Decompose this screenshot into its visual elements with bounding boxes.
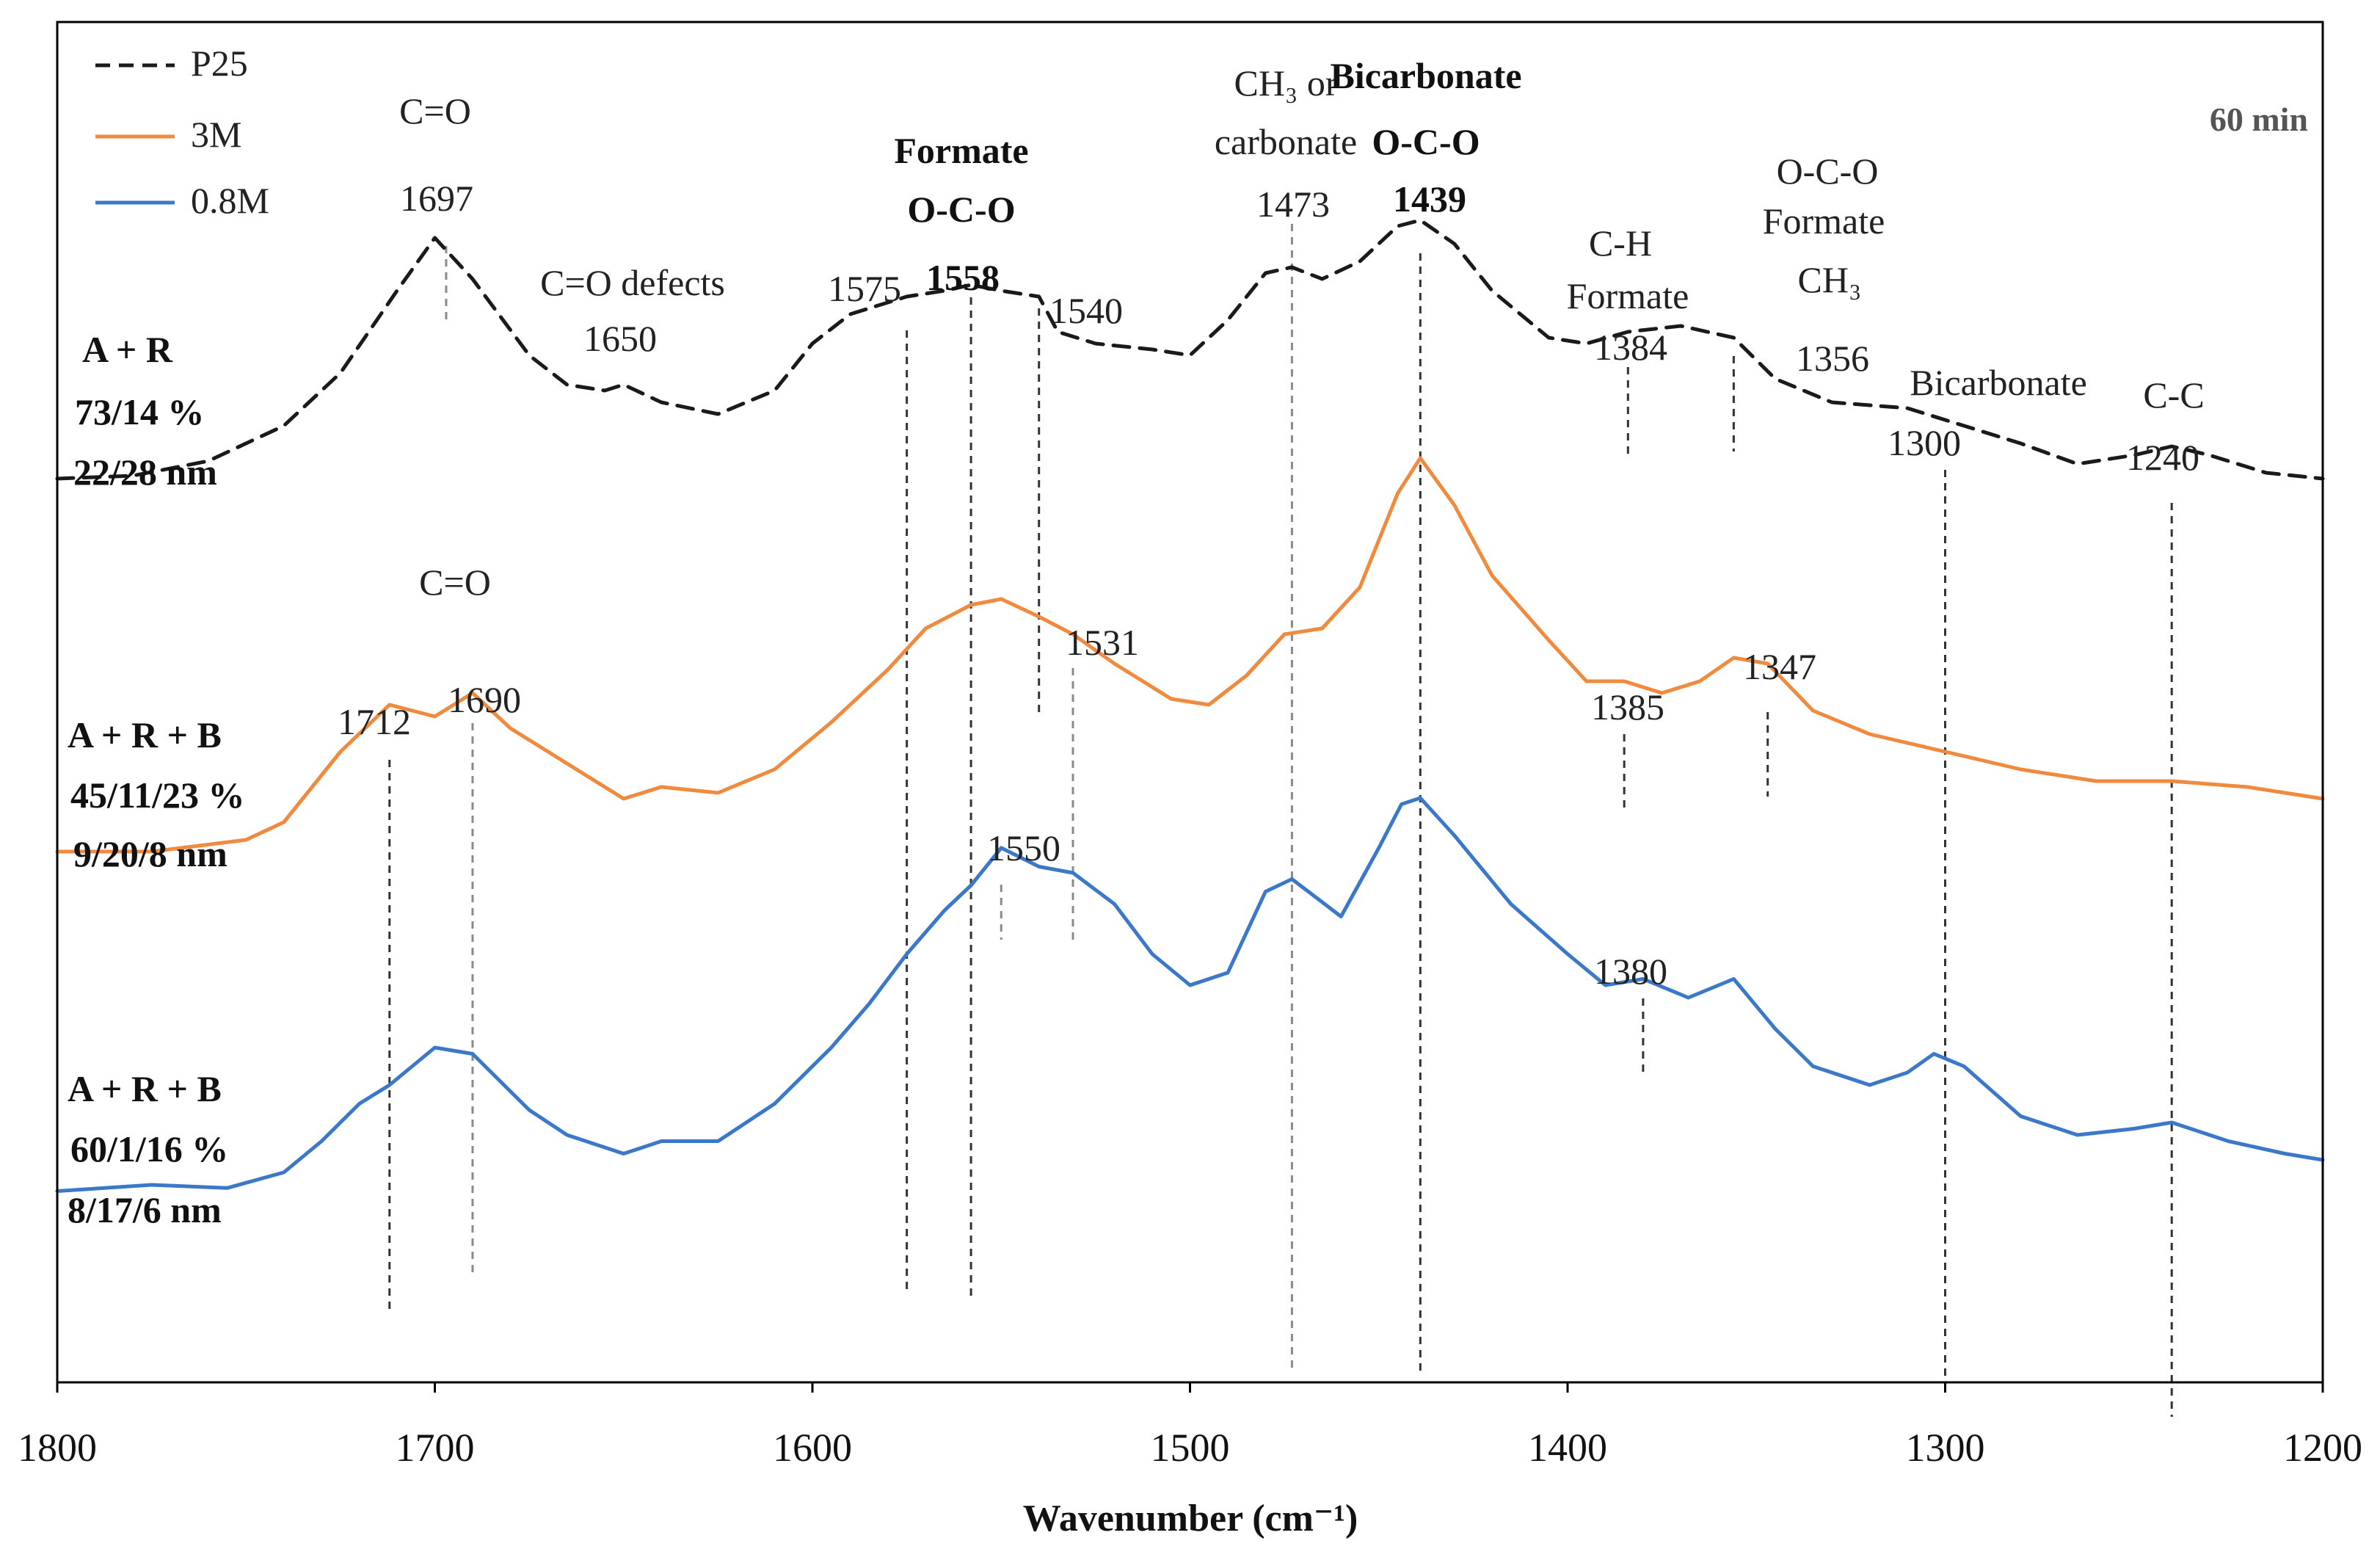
legend-label-p25: P25 bbox=[191, 43, 248, 84]
peak-label-1473: 1473 bbox=[1256, 184, 1330, 225]
annotation-14: Bicarbonate bbox=[1910, 362, 2087, 403]
x-tick-label-1200: 1200 bbox=[2283, 1426, 2362, 1470]
peak-label-1540: 1540 bbox=[1049, 290, 1123, 331]
x-tick-label-1400: 1400 bbox=[1528, 1426, 1607, 1470]
peak-label-1575: 1575 bbox=[828, 268, 901, 309]
sample-label-2-line-1: 60/1/16 % bbox=[70, 1128, 228, 1169]
peak-label-1384: 1384 bbox=[1594, 327, 1667, 368]
series-line-p25 bbox=[55, 218, 2325, 481]
series-line-3m bbox=[55, 456, 2325, 854]
annotation-5: CH₃ or bbox=[1234, 62, 1337, 104]
sample-label-1-line-1: 45/11/23 % bbox=[70, 774, 245, 816]
annotation-3: Formate bbox=[894, 130, 1028, 171]
peak-label-1550: 1550 bbox=[987, 827, 1060, 868]
annotation-13: CH₃ bbox=[1798, 259, 1862, 300]
peak-label-1380: 1380 bbox=[1594, 951, 1667, 992]
peak-label-1697: 1697 bbox=[400, 178, 473, 219]
sample-label-0-line-2: 22/28 nm bbox=[73, 451, 217, 493]
annotation-1: C=O defects bbox=[540, 262, 725, 303]
annotation-15: C-C bbox=[2143, 374, 2204, 416]
annotation-2: 1650 bbox=[583, 318, 657, 359]
peak-label-1347: 1347 bbox=[1743, 646, 1816, 687]
x-tick-label-1300: 1300 bbox=[1906, 1426, 1985, 1470]
annotation-12: Formate bbox=[1763, 200, 1885, 242]
x-tick-label-1600: 1600 bbox=[773, 1426, 852, 1470]
sample-label-2-line-0: A + R + B bbox=[68, 1068, 222, 1109]
peak-label-1690: 1690 bbox=[448, 679, 521, 720]
x-tick-label-1500: 1500 bbox=[1151, 1426, 1230, 1470]
annotations: C=O C=O defects 1650 Formate O-C-O CH₃ or carb… bbox=[399, 55, 2205, 603]
reference-lines bbox=[388, 224, 2173, 1417]
legend-label-08m: 0.8M bbox=[191, 180, 269, 221]
series-layer bbox=[55, 218, 2325, 1193]
annotation-11: O-C-O bbox=[1777, 150, 1879, 192]
legend: P25 3M 0.8M bbox=[95, 43, 269, 221]
annotation-8: O-C-O bbox=[1372, 121, 1480, 162]
x-tick-label-1700: 1700 bbox=[396, 1426, 475, 1470]
annotation-7: Bicarbonate bbox=[1330, 55, 1521, 96]
peak-label-1439: 1439 bbox=[1393, 178, 1466, 220]
annotation-9: C-H bbox=[1589, 222, 1652, 264]
peak-label-1558: 1558 bbox=[926, 257, 1000, 298]
legend-label-3m: 3M bbox=[191, 114, 241, 155]
annotation-6: carbonate bbox=[1215, 121, 1357, 162]
sample-label-1-line-2: 9/20/8 nm bbox=[73, 833, 228, 874]
sample-label-0-line-0: A + R bbox=[82, 329, 173, 370]
time-label: 60 min bbox=[2210, 101, 2308, 138]
sample-labels: A + R 73/14 % 22/28 nm A + R + B 45/11/23 % 9… bbox=[68, 329, 245, 1230]
sample-label-2-line-2: 8/17/6 nm bbox=[68, 1189, 222, 1230]
annotation-0: C=O bbox=[399, 90, 471, 131]
peak-labels: 1712 1697 1690 1575 1558 1550 1540 1531 1473 1439… bbox=[338, 178, 2199, 992]
series-line-08m bbox=[55, 796, 2325, 1193]
annotation-10: Formate bbox=[1567, 275, 1689, 316]
peak-label-1356: 1356 bbox=[1796, 338, 1869, 379]
peak-label-1385: 1385 bbox=[1591, 686, 1664, 728]
x-tick-label-1800: 1800 bbox=[18, 1426, 97, 1470]
peak-label-1300: 1300 bbox=[1888, 422, 1961, 463]
peak-label-1712: 1712 bbox=[338, 701, 411, 742]
annotation-4: O-C-O bbox=[907, 189, 1015, 230]
sample-label-1-line-0: A + R + B bbox=[68, 714, 222, 755]
sample-label-0-line-1: 73/14 % bbox=[75, 391, 204, 432]
x-axis-ticks: 1800 1700 1600 1500 1400 1300 1200 bbox=[18, 1382, 2362, 1470]
peak-label-1240: 1240 bbox=[2126, 437, 2199, 478]
annotation-16: C=O bbox=[419, 562, 491, 603]
x-axis-label: Wavenumber (cm⁻¹) bbox=[1023, 1498, 1358, 1539]
peak-label-1531: 1531 bbox=[1066, 622, 1139, 663]
